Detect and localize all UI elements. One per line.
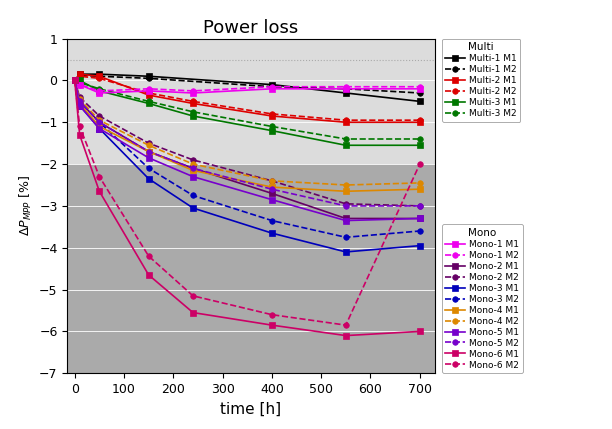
Title: Power loss: Power loss [203,19,299,37]
Bar [67,164,435,394]
Legend: Mono-1 M1, Mono-1 M2, Mono-2 M1, Mono-2 M2, Mono-3 M1, Mono-3 M2, Mono-4 M1, Mon: Mono-1 M1, Mono-1 M2, Mono-2 M1, Mono-2 … [442,224,523,373]
Bar [67,18,435,164]
Y-axis label: $\Delta P_{MPP}$ [%]: $\Delta P_{MPP}$ [%] [18,175,34,236]
X-axis label: time [h]: time [h] [220,402,282,417]
